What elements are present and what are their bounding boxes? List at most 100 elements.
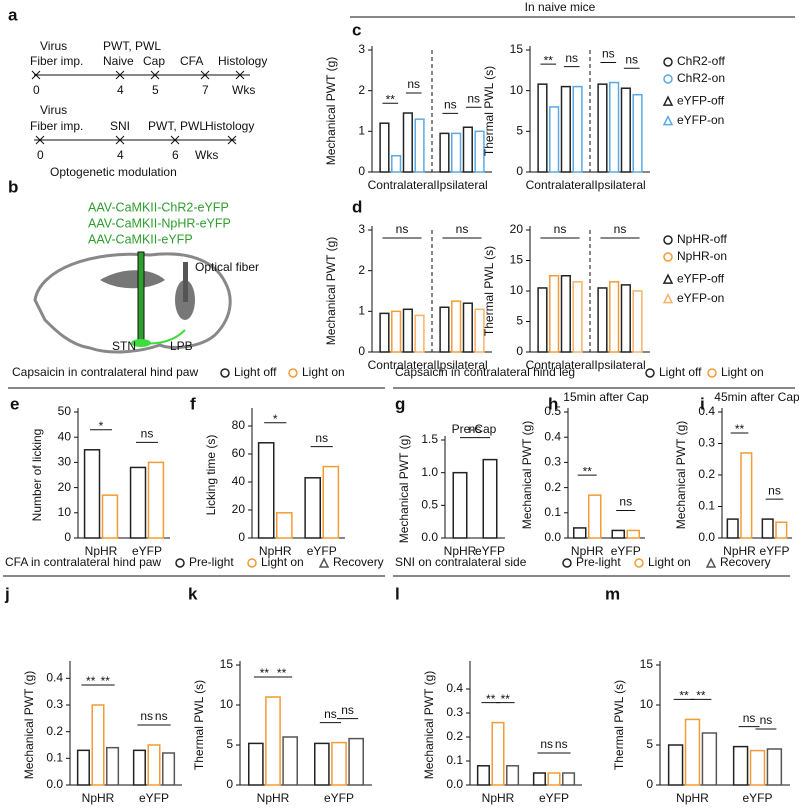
x-tick-label: Contralateral xyxy=(368,178,437,192)
legend-label: Light on xyxy=(648,555,691,569)
y-tick-label: 0.0 xyxy=(421,530,438,544)
y-tick-label: 0.4 xyxy=(46,671,63,685)
bar xyxy=(549,106,560,173)
y-axis-label: Licking time (s) xyxy=(204,435,218,516)
timeline-text: 4 xyxy=(117,148,124,162)
bar xyxy=(491,721,505,786)
legend-marker xyxy=(663,57,673,67)
bar xyxy=(766,748,783,786)
y-axis-label: Mechanical PWT (g) xyxy=(324,237,338,345)
bar xyxy=(597,83,608,173)
bar xyxy=(391,154,402,173)
timeline-axes xyxy=(31,70,250,145)
y-axis-label: Thermal PWL (s) xyxy=(192,680,206,770)
timeline-text: CFA xyxy=(180,54,203,68)
x-tick-label: Ipsilateral xyxy=(594,358,645,372)
y-axis-label: Mechanical PWT (g) xyxy=(324,57,338,165)
y-tick-label: 0 xyxy=(358,344,365,358)
y-tick-label: 0 xyxy=(238,530,245,544)
bar xyxy=(414,118,425,173)
y-tick-label: 0 xyxy=(646,777,653,791)
sig-label: ns xyxy=(602,47,615,61)
bar xyxy=(314,742,330,786)
virus-label: AAV-CaMKII-ChR2-eYFP xyxy=(88,200,229,214)
sig-label: ns xyxy=(407,77,420,91)
timeline-text: Virus xyxy=(40,103,67,117)
bar xyxy=(761,518,774,539)
timeline-text: Virus xyxy=(40,39,67,53)
chart-title: Pre-Cap xyxy=(452,422,497,436)
y-tick-label: 2 xyxy=(358,263,365,277)
y-tick-label: 40 xyxy=(232,474,246,488)
y-tick-label: 5 xyxy=(226,737,233,751)
y-tick-label: 0.3 xyxy=(46,697,63,711)
legend-label: Light on xyxy=(261,555,304,569)
legend-marker xyxy=(220,368,230,378)
bar xyxy=(775,521,788,539)
sig-label: ns xyxy=(396,222,409,236)
sig-label: ns xyxy=(625,52,638,66)
panel-label: b xyxy=(8,177,18,196)
y-axis-label: Mechanical PWT (g) xyxy=(520,421,534,529)
y-tick-label: 1.0 xyxy=(421,465,438,479)
legend-label: Pre-light xyxy=(189,555,234,569)
bar xyxy=(451,300,462,353)
x-tick-label: eYFP xyxy=(742,791,772,805)
bar xyxy=(414,314,425,353)
bar xyxy=(282,736,298,786)
legend-marker xyxy=(247,558,257,568)
bar xyxy=(474,308,485,353)
legend-marker xyxy=(645,368,655,378)
timeline-text: PWT, PWL xyxy=(103,39,161,53)
y-tick-label: 1.5 xyxy=(421,432,438,446)
sig-label: ** xyxy=(277,666,287,680)
panel-label: e xyxy=(10,394,19,413)
bar xyxy=(402,308,413,353)
timeline-text: 4 xyxy=(117,83,124,97)
sig-label: ns xyxy=(315,431,328,445)
y-tick-label: 0.4 xyxy=(446,681,463,695)
bar xyxy=(451,132,462,173)
y-tick-label: 0.2 xyxy=(698,467,715,481)
legend-label: Pre-light xyxy=(576,555,621,569)
y-tick-label: 80 xyxy=(232,418,246,432)
sig-label: ns xyxy=(743,711,756,725)
y-tick-label: 1 xyxy=(358,304,365,318)
sig-label: ** xyxy=(260,666,270,680)
bar xyxy=(452,471,468,539)
y-axis-label: Number of licking xyxy=(30,429,44,522)
sig-label: ** xyxy=(735,422,745,436)
x-tick-label: NpHR xyxy=(259,544,292,558)
bar xyxy=(632,93,643,173)
y-tick-label: 0.4 xyxy=(544,429,561,443)
sig-label: ns xyxy=(140,709,153,723)
y-tick-label: 3 xyxy=(358,222,365,236)
sig-label: ** xyxy=(679,689,689,703)
sig-label: ** xyxy=(583,464,593,478)
bar xyxy=(379,122,390,173)
timeline-text: Optogenetic modulation xyxy=(50,165,177,179)
schematic-label: STN xyxy=(112,339,136,353)
x-tick-label: Ipsilateral xyxy=(436,358,487,372)
y-tick-label: 0.3 xyxy=(544,455,561,469)
sig-label: ** xyxy=(86,674,96,688)
y-tick-label: 5 xyxy=(646,737,653,751)
bar xyxy=(537,287,548,353)
y-tick-label: 0 xyxy=(226,777,233,791)
y-tick-label: 50 xyxy=(58,404,72,418)
timeline-text: 0 xyxy=(37,148,44,162)
bar xyxy=(322,465,340,539)
bar xyxy=(348,737,364,786)
y-tick-label: 0 xyxy=(358,164,365,178)
timeline-text: 7 xyxy=(202,83,209,97)
sig-label: ns xyxy=(760,713,773,727)
panel-label: m xyxy=(605,584,620,603)
sig-label: ns xyxy=(456,222,469,236)
x-tick-label: NpHR xyxy=(82,791,115,805)
legend-marker xyxy=(663,252,673,262)
legend-marker xyxy=(634,558,644,568)
brain-schematic xyxy=(33,251,232,354)
y-tick-label: 0 xyxy=(516,344,523,358)
bar xyxy=(532,772,546,786)
bar xyxy=(506,765,520,786)
